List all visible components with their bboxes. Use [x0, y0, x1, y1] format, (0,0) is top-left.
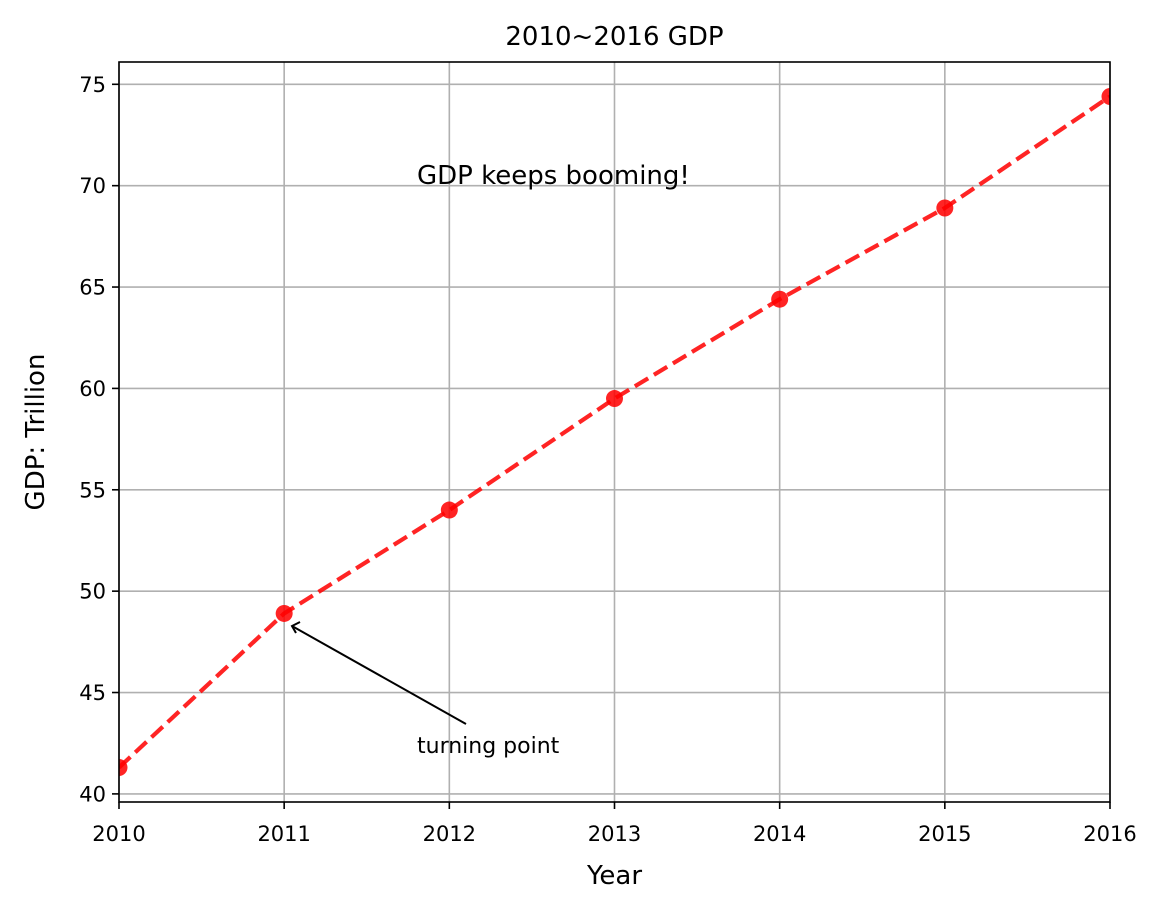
x-tick-label: 2011	[257, 822, 310, 846]
grid	[118, 62, 1111, 802]
y-tick-label: 75	[79, 73, 106, 97]
turning-point-label: turning point	[417, 734, 560, 759]
data-point	[440, 501, 458, 519]
y-tick-label: 45	[79, 681, 106, 705]
x-tick-label: 2016	[1083, 822, 1136, 846]
annotation-arrow	[291, 625, 467, 725]
y-tick-label: 50	[79, 580, 106, 604]
y-tick-label: 55	[79, 478, 106, 502]
data-point	[936, 199, 954, 217]
data-point	[771, 290, 789, 308]
x-axis-ticks: 2010 2011 2012 2013 2014 2015 2016	[92, 802, 1137, 846]
data-point	[1101, 87, 1110, 105]
data-point	[275, 604, 293, 622]
data-point	[119, 759, 128, 777]
x-tick-label: 2015	[918, 822, 971, 846]
x-tick-label: 2013	[588, 822, 641, 846]
x-tick-label: 2014	[753, 822, 806, 846]
y-tick-label: 60	[79, 377, 106, 401]
series-layer	[119, 87, 1110, 777]
y-axis-ticks: 40 45 50 55 60 65 70 75	[79, 73, 119, 806]
arrow-head-icon	[290, 621, 301, 634]
booming-annotation: GDP keeps booming!	[417, 161, 690, 191]
x-axis-title: Year	[586, 861, 642, 891]
x-tick-label: 2012	[423, 822, 476, 846]
y-axis-title: GDP: Trillion	[21, 354, 51, 511]
y-tick-label: 40	[79, 782, 106, 806]
turning-point-annotation: turning point	[290, 621, 560, 759]
data-point	[606, 390, 623, 408]
y-tick-label: 65	[79, 276, 106, 300]
y-tick-label: 70	[79, 174, 106, 198]
x-tick-label: 2010	[92, 822, 145, 846]
chart-title: 2010~2016 GDP	[505, 22, 723, 52]
